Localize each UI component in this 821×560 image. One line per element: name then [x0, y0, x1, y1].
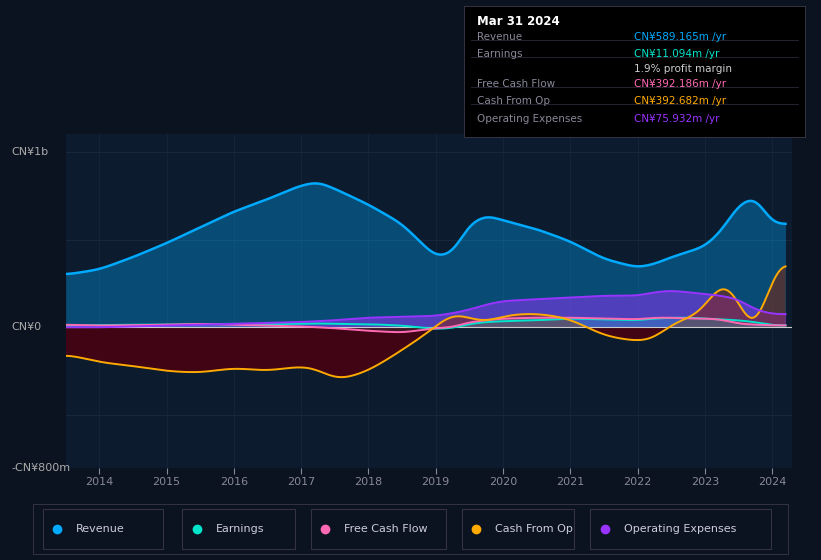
Text: Earnings: Earnings: [216, 524, 264, 534]
Text: CN¥75.932m /yr: CN¥75.932m /yr: [635, 114, 720, 124]
Text: CN¥1b: CN¥1b: [11, 147, 48, 157]
Text: Revenue: Revenue: [478, 32, 523, 42]
Text: Revenue: Revenue: [76, 524, 125, 534]
Text: CN¥589.165m /yr: CN¥589.165m /yr: [635, 32, 727, 42]
Text: Operating Expenses: Operating Expenses: [478, 114, 583, 124]
Text: -CN¥800m: -CN¥800m: [11, 463, 71, 473]
Text: CN¥0: CN¥0: [11, 323, 41, 332]
Text: Mar 31 2024: Mar 31 2024: [478, 15, 560, 28]
Text: Free Cash Flow: Free Cash Flow: [344, 524, 428, 534]
Text: Free Cash Flow: Free Cash Flow: [478, 80, 556, 89]
Text: CN¥11.094m /yr: CN¥11.094m /yr: [635, 49, 719, 59]
Text: Operating Expenses: Operating Expenses: [623, 524, 736, 534]
Text: Cash From Op: Cash From Op: [495, 524, 573, 534]
Text: Earnings: Earnings: [478, 49, 523, 59]
Text: 1.9% profit margin: 1.9% profit margin: [635, 63, 732, 73]
Text: CN¥392.682m /yr: CN¥392.682m /yr: [635, 96, 727, 106]
Text: CN¥392.186m /yr: CN¥392.186m /yr: [635, 80, 727, 89]
Text: Cash From Op: Cash From Op: [478, 96, 551, 106]
